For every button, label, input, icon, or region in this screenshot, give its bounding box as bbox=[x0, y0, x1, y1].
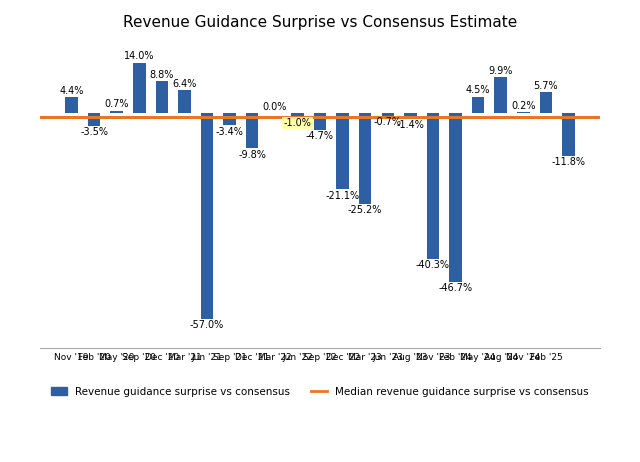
Bar bbox=[156, 81, 168, 113]
Bar bbox=[540, 92, 552, 113]
Bar bbox=[359, 113, 371, 204]
Text: -46.7%: -46.7% bbox=[438, 283, 472, 293]
Text: -40.3%: -40.3% bbox=[416, 260, 450, 270]
Text: 14.0%: 14.0% bbox=[124, 51, 154, 61]
Bar bbox=[201, 113, 213, 319]
Bar bbox=[404, 113, 417, 118]
Bar bbox=[472, 97, 484, 113]
Text: -21.1%: -21.1% bbox=[326, 191, 360, 201]
Text: -3.5%: -3.5% bbox=[80, 127, 108, 137]
Bar bbox=[291, 113, 303, 117]
Text: 4.4%: 4.4% bbox=[60, 86, 84, 96]
Bar bbox=[337, 113, 349, 189]
Bar bbox=[133, 62, 145, 113]
Text: -11.8%: -11.8% bbox=[552, 157, 586, 167]
Text: -3.4%: -3.4% bbox=[216, 127, 244, 137]
Bar bbox=[495, 77, 507, 113]
Text: 0.7%: 0.7% bbox=[104, 99, 129, 109]
Text: 9.9%: 9.9% bbox=[488, 66, 513, 76]
Text: -25.2%: -25.2% bbox=[348, 206, 382, 215]
Text: -9.8%: -9.8% bbox=[238, 150, 266, 160]
Text: 6.4%: 6.4% bbox=[172, 79, 196, 89]
Bar bbox=[563, 113, 575, 156]
Bar bbox=[427, 113, 439, 259]
Bar bbox=[88, 113, 100, 126]
Text: -57.0%: -57.0% bbox=[190, 320, 224, 330]
Bar bbox=[381, 113, 394, 116]
Bar bbox=[111, 110, 123, 113]
Bar bbox=[517, 112, 529, 113]
Text: -1.0%: -1.0% bbox=[284, 118, 311, 128]
Text: -1.4%: -1.4% bbox=[396, 120, 424, 129]
Legend: Revenue guidance surprise vs consensus, Median revenue guidance surprise vs cons: Revenue guidance surprise vs consensus, … bbox=[47, 383, 593, 401]
Text: -0.7%: -0.7% bbox=[374, 117, 402, 127]
Text: 5.7%: 5.7% bbox=[534, 81, 558, 91]
Text: -4.7%: -4.7% bbox=[306, 132, 334, 141]
Text: 0.0%: 0.0% bbox=[262, 102, 287, 112]
Bar bbox=[449, 113, 461, 282]
Bar bbox=[65, 97, 77, 113]
Text: 4.5%: 4.5% bbox=[466, 85, 490, 95]
Text: 8.8%: 8.8% bbox=[150, 70, 174, 80]
Text: 0.2%: 0.2% bbox=[511, 101, 536, 111]
Bar bbox=[246, 113, 259, 148]
Bar bbox=[223, 113, 236, 125]
Bar bbox=[314, 113, 326, 130]
Title: Revenue Guidance Surprise vs Consensus Estimate: Revenue Guidance Surprise vs Consensus E… bbox=[123, 15, 517, 30]
Bar bbox=[179, 90, 191, 113]
